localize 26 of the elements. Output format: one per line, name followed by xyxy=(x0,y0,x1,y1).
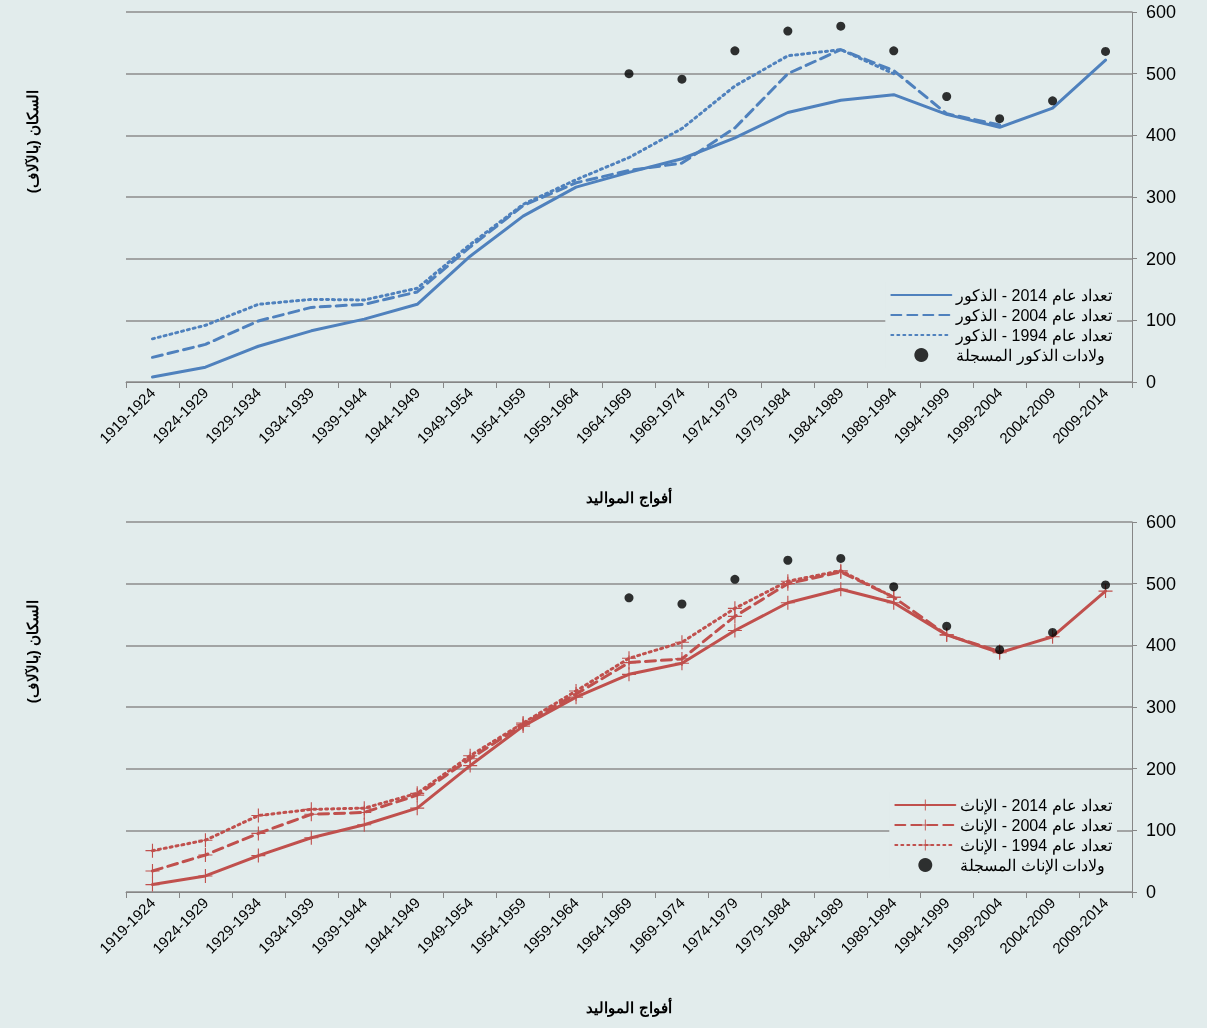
y-tick-label: 600 xyxy=(1146,2,1177,22)
x-axis-title: أفواج المواليد xyxy=(586,997,672,1017)
y-axis-title: السكان (بالآلاف) xyxy=(24,89,41,194)
y-tick-label: 200 xyxy=(1146,758,1177,779)
y-tick-label: 100 xyxy=(1146,820,1177,841)
x-axis-title: أفواج المواليد xyxy=(586,487,672,507)
legend-label: تعداد عام 1994 - الذكور xyxy=(955,326,1112,345)
y-tick-label: 300 xyxy=(1146,697,1177,717)
y-axis-title: السكان (بالآلاف) xyxy=(24,599,41,704)
y-tick-label: 400 xyxy=(1146,635,1177,656)
y-tick-label: 400 xyxy=(1146,125,1177,146)
legend-label: تعداد عام 1994 - الإناث xyxy=(960,836,1112,855)
legend-label: تعداد عام 2014 - الذكور xyxy=(955,286,1112,305)
y-tick-label: 500 xyxy=(1146,63,1177,84)
legend-label: ولادات الذكور المسجلة xyxy=(956,346,1106,365)
y-tick-label: 300 xyxy=(1146,187,1177,207)
legend-label: ولادات الإناث المسجلة xyxy=(960,856,1106,875)
y-tick-label: 100 xyxy=(1146,310,1177,331)
legend-label: تعداد عام 2014 - الإناث xyxy=(960,796,1112,815)
y-tick-label: 0 xyxy=(1146,882,1157,902)
legend-label: تعداد عام 2004 - الذكور xyxy=(955,306,1112,325)
y-tick-label: 600 xyxy=(1146,512,1177,532)
y-tick-label: 0 xyxy=(1146,372,1157,392)
y-tick-label: 500 xyxy=(1146,573,1177,594)
y-tick-label: 200 xyxy=(1146,248,1177,269)
legend-label: تعداد عام 2004 - الإناث xyxy=(960,816,1112,835)
